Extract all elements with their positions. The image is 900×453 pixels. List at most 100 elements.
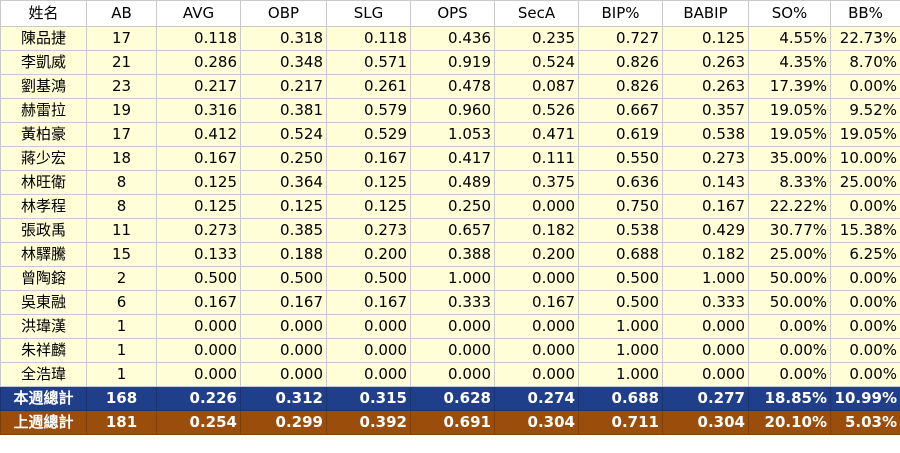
stat-cell: 0.00% — [830, 314, 900, 339]
stat-cell: 0.133 — [156, 242, 241, 267]
stat-cell: 0.143 — [662, 170, 749, 195]
stat-cell: 0.571 — [326, 50, 411, 75]
stat-cell: 0.125 — [156, 170, 241, 195]
total-cell: 0.312 — [240, 386, 327, 411]
stat-cell: 0.125 — [156, 194, 241, 219]
stat-cell: 1.053 — [410, 122, 495, 147]
stat-cell: 0.111 — [494, 146, 579, 171]
stat-cell: 6.25% — [830, 242, 900, 267]
batting-stats-table: 姓名 AB AVG OBP SLG OPS SecA BIP% BABIP SO… — [0, 0, 900, 435]
stat-cell: 0.750 — [578, 194, 663, 219]
stat-cell: 0.000 — [240, 314, 327, 339]
stat-cell: 0.550 — [578, 146, 663, 171]
stat-cell: 19.05% — [830, 122, 900, 147]
table-row: 曾陶鎔 2 0.500 0.500 0.500 1.000 0.000 0.500 1.000 5… — [0, 266, 900, 291]
stat-cell: 8.70% — [830, 50, 900, 75]
stat-cell: 0.000 — [156, 314, 241, 339]
stat-cell: 0.125 — [326, 170, 411, 195]
stat-cell: 0.000 — [410, 362, 495, 387]
stat-cell: 0.960 — [410, 98, 495, 123]
total-cell: 181 — [86, 410, 157, 435]
table-row: 蔣少宏 18 0.167 0.250 0.167 0.417 0.111 0.550 0.273… — [0, 146, 900, 171]
stat-cell: 0.263 — [662, 50, 749, 75]
stat-cell: 1.000 — [662, 266, 749, 291]
stat-cell: 0.412 — [156, 122, 241, 147]
stat-cell: 25.00% — [748, 242, 831, 267]
stat-cell: 0.500 — [578, 266, 663, 291]
stat-cell: 25.00% — [830, 170, 900, 195]
stat-cell: 0.316 — [156, 98, 241, 123]
player-name-cell: 吳東融 — [0, 290, 87, 315]
column-header-obp: OBP — [240, 0, 327, 27]
stat-cell: 19.05% — [748, 122, 831, 147]
table-row: 劉基鴻 23 0.217 0.217 0.261 0.478 0.087 0.826 0.263… — [0, 74, 900, 99]
stat-cell: 22.73% — [830, 26, 900, 51]
stat-cell: 0.263 — [662, 74, 749, 99]
player-name-cell: 全浩瑋 — [0, 362, 87, 387]
stat-cell: 0.167 — [156, 290, 241, 315]
stat-cell: 0.167 — [494, 290, 579, 315]
stat-cell: 1.000 — [578, 314, 663, 339]
stat-cell: 15 — [86, 242, 157, 267]
stat-cell: 35.00% — [748, 146, 831, 171]
stat-cell: 0.500 — [326, 266, 411, 291]
stat-cell: 0.619 — [578, 122, 663, 147]
table-row: 朱祥麟 1 0.000 0.000 0.000 0.000 0.000 1.000 0.000 0… — [0, 338, 900, 363]
player-name-cell: 陳品捷 — [0, 26, 87, 51]
table-row: 黃柏豪 17 0.412 0.524 0.529 1.053 0.471 0.619 0.538… — [0, 122, 900, 147]
stat-cell: 0.489 — [410, 170, 495, 195]
total-cell: 0.277 — [662, 386, 749, 411]
stat-cell: 0.381 — [240, 98, 327, 123]
stat-cell: 0.000 — [410, 314, 495, 339]
stat-cell: 1 — [86, 314, 157, 339]
stat-cell: 0.00% — [748, 362, 831, 387]
stat-cell: 0.087 — [494, 74, 579, 99]
stat-cell: 0.273 — [662, 146, 749, 171]
stat-cell: 0.273 — [156, 218, 241, 243]
table-row: 林驛騰 15 0.133 0.188 0.200 0.388 0.200 0.688 0.182… — [0, 242, 900, 267]
player-name-cell: 林孝程 — [0, 194, 87, 219]
player-name-cell: 劉基鴻 — [0, 74, 87, 99]
stat-cell: 0.000 — [240, 338, 327, 363]
stat-cell: 8 — [86, 194, 157, 219]
stat-cell: 0.217 — [240, 74, 327, 99]
stat-cell: 4.55% — [748, 26, 831, 51]
stat-cell: 8.33% — [748, 170, 831, 195]
column-header-avg: AVG — [156, 0, 241, 27]
table-row: 張政禹 11 0.273 0.385 0.273 0.657 0.182 0.538 0.429… — [0, 218, 900, 243]
column-header-bb: BB% — [830, 0, 900, 27]
stat-cell: 0.217 — [156, 74, 241, 99]
stat-cell: 0.436 — [410, 26, 495, 51]
stat-cell: 17.39% — [748, 74, 831, 99]
player-name-cell: 林驛騰 — [0, 242, 87, 267]
stat-cell: 0.118 — [326, 26, 411, 51]
stat-cell: 0.538 — [578, 218, 663, 243]
stat-cell: 0.000 — [326, 338, 411, 363]
stat-cell: 0.000 — [240, 362, 327, 387]
total-cell: 本週總計 — [0, 386, 87, 411]
stat-cell: 0.200 — [326, 242, 411, 267]
stat-cell: 1.000 — [578, 362, 663, 387]
stat-cell: 19.05% — [748, 98, 831, 123]
stat-cell: 0.250 — [240, 146, 327, 171]
total-cell: 18.85% — [748, 386, 831, 411]
total-cell: 0.392 — [326, 410, 411, 435]
stat-cell: 0.00% — [830, 290, 900, 315]
stat-cell: 0.118 — [156, 26, 241, 51]
total-cell: 上週總計 — [0, 410, 87, 435]
stat-cell: 0.500 — [156, 266, 241, 291]
player-name-cell: 張政禹 — [0, 218, 87, 243]
stat-cell: 0.286 — [156, 50, 241, 75]
stat-cell: 0.526 — [494, 98, 579, 123]
stat-cell: 0.385 — [240, 218, 327, 243]
stat-cell: 0.167 — [156, 146, 241, 171]
stat-cell: 0.000 — [326, 314, 411, 339]
stat-cell: 0.478 — [410, 74, 495, 99]
stat-cell: 0.167 — [326, 146, 411, 171]
stat-cell: 1 — [86, 338, 157, 363]
stat-cell: 2 — [86, 266, 157, 291]
stat-cell: 4.35% — [748, 50, 831, 75]
player-name-cell: 林旺衛 — [0, 170, 87, 195]
stat-cell: 0.688 — [578, 242, 663, 267]
stat-cell: 0.667 — [578, 98, 663, 123]
